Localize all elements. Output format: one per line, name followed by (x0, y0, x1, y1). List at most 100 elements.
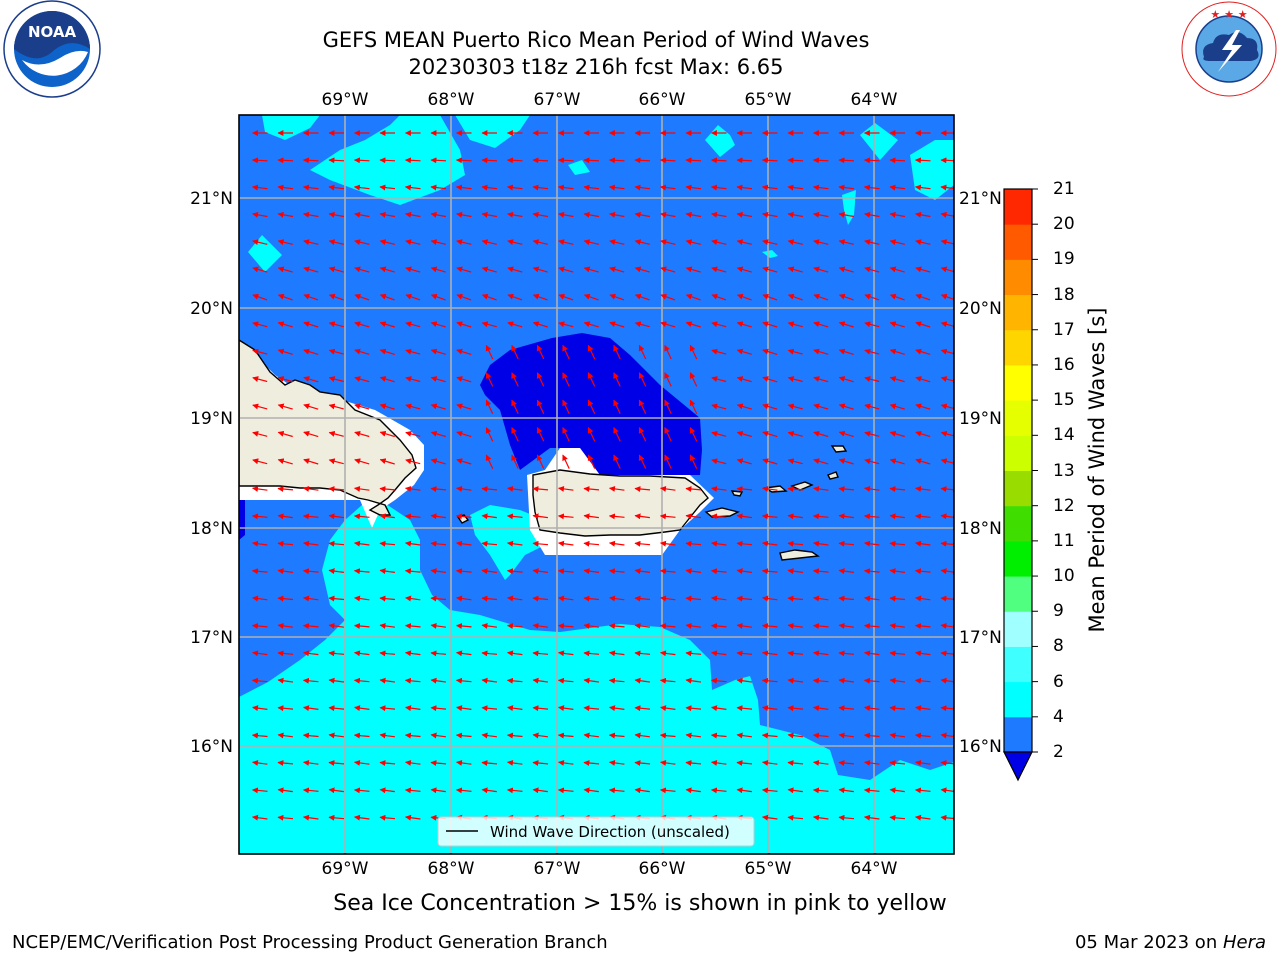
wave-direction-arrow (761, 623, 778, 629)
wave-direction-arrow (613, 399, 621, 415)
wave-direction-arrow (609, 239, 625, 246)
wave-direction-arrow (787, 403, 803, 410)
wave-direction-arrow (710, 184, 727, 191)
wave-direction-arrow (507, 293, 523, 301)
wave-direction-arrow (379, 376, 395, 383)
colorbar-tick-label: 11 (1053, 530, 1075, 551)
wave-direction-arrow (583, 732, 599, 739)
wave-direction-arrow (608, 513, 625, 520)
wave-direction-arrow (379, 760, 396, 766)
map-frame (238, 114, 955, 855)
wave-direction-arrow (354, 540, 370, 547)
wave-direction-arrow (638, 344, 647, 360)
wave-direction-arrow (838, 348, 854, 355)
wave-direction-arrow (914, 184, 931, 191)
wave-direction-arrow (430, 732, 446, 739)
wave-direction-arrow (430, 787, 446, 794)
wave-direction-arrow (532, 211, 549, 218)
wave-direction-arrow (838, 239, 854, 246)
wave-direction-arrow (915, 759, 931, 766)
wave-direction-arrow (557, 623, 574, 629)
wave-direction-arrow (303, 403, 319, 410)
wave-direction-arrow (532, 486, 549, 492)
wave-direction-arrow (303, 759, 319, 766)
wave-direction-arrow (328, 430, 344, 437)
wave-direction-arrow (379, 430, 395, 438)
wave-direction-arrow (481, 595, 498, 602)
wave-direction-arrow (303, 321, 319, 328)
wave-direction-arrow (762, 239, 778, 246)
wave-direction-arrow (787, 266, 803, 273)
wave-direction-arrow (456, 430, 472, 438)
wave-direction-arrow (587, 454, 596, 469)
wave-direction-arrow (328, 458, 344, 465)
wave-direction-arrow (277, 239, 293, 246)
wave-direction-arrow (430, 458, 446, 465)
wave-direction-arrow (608, 157, 625, 164)
wave-direction-arrow (277, 677, 293, 684)
wave-direction-arrow (915, 403, 931, 410)
wave-direction-arrow (813, 540, 829, 547)
wave-direction-arrow (889, 184, 906, 191)
wave-direction-arrow (558, 239, 574, 246)
wave-direction-arrow (889, 650, 906, 657)
wave-direction-arrow (685, 239, 701, 246)
wave-direction-arrow (813, 705, 829, 712)
wave-direction-arrow (456, 266, 472, 273)
wave-direction-arrow (915, 348, 931, 355)
nws-logo: ★ ★ ★ (1181, 1, 1277, 97)
wave-direction-arrow (532, 293, 548, 301)
wave-direction-arrow (379, 293, 395, 301)
wave-direction-arrow (481, 266, 497, 273)
wave-direction-arrow (838, 513, 854, 520)
wave-direction-arrow (583, 486, 600, 492)
wave-direction-arrow (838, 677, 854, 684)
wave-direction-arrow (532, 266, 548, 273)
wave-direction-arrow (455, 568, 472, 575)
wind-wave-arrows (251, 130, 954, 821)
wave-direction-arrow (664, 454, 672, 469)
wave-direction-arrow (736, 348, 752, 355)
wave-direction-arrow (252, 458, 268, 465)
wave-direction-arrow (328, 540, 345, 547)
wave-direction-arrow (353, 157, 370, 164)
wave-direction-arrow (277, 650, 294, 657)
wave-direction-arrow (558, 293, 574, 301)
wave-direction-arrow (889, 486, 906, 492)
wave-direction-arrow (430, 348, 446, 355)
lon-tick: 65°W (745, 859, 792, 879)
wave-direction-arrow (609, 705, 625, 712)
wave-direction-arrow (685, 540, 702, 547)
wave-direction-arrow (303, 211, 319, 218)
wave-direction-arrow (761, 568, 778, 575)
wave-direction-arrow (251, 184, 268, 191)
wave-direction-arrow (915, 293, 931, 301)
wave-direction-arrow (328, 622, 344, 629)
wave-direction-arrow (277, 157, 294, 164)
wave-direction-arrow (863, 157, 880, 164)
wave-direction-arrow (711, 376, 727, 383)
wave-direction-arrow (485, 344, 494, 360)
wave-direction-arrow (583, 513, 599, 520)
wave-direction-arrow (736, 293, 752, 301)
wave-direction-arrow (303, 485, 319, 492)
wave-direction-arrow (405, 650, 421, 657)
wave-direction-arrow (711, 293, 727, 301)
wave-direction-arrow (813, 239, 829, 246)
wave-direction-arrow (328, 787, 344, 794)
wave-direction-arrow (303, 595, 319, 602)
wave-direction-arrow (252, 650, 268, 657)
wave-direction-arrow (511, 454, 519, 469)
wave-direction-arrow (583, 293, 599, 301)
wave-direction-arrow (761, 184, 778, 191)
wave-direction-arrow (354, 321, 370, 328)
colorbar-segment (1004, 400, 1032, 436)
wave-direction-arrow (354, 759, 370, 766)
wave-direction-arrow (812, 568, 829, 575)
colorbar-tick-label: 8 (1053, 636, 1064, 657)
wave-direction-arrow (481, 732, 497, 739)
wave-direction-arrow (889, 732, 905, 739)
wave-direction-arrow (558, 705, 574, 712)
noaa-logo-text: NOAA (28, 23, 77, 41)
wave-direction-arrow (252, 430, 268, 437)
